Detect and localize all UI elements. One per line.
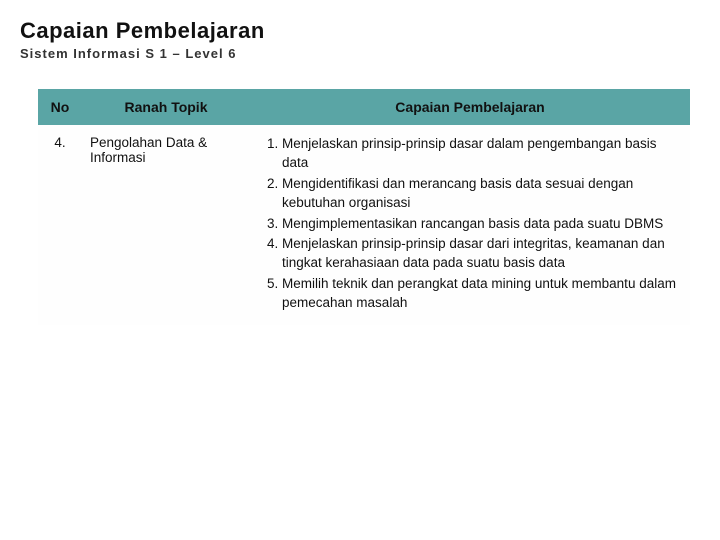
cell-no: 4. (38, 125, 82, 325)
page-subtitle: Sistem Informasi S 1 – Level 6 (20, 46, 700, 61)
learning-outcome-table: No Ranah Topik Capaian Pembelajaran 4. P… (38, 89, 690, 325)
capaian-item: Menjelaskan prinsip-prinsip dasar dalam … (282, 135, 682, 173)
col-header-capaian: Capaian Pembelajaran (250, 89, 690, 125)
table-header-row: No Ranah Topik Capaian Pembelajaran (38, 89, 690, 125)
col-header-no: No (38, 89, 82, 125)
page: Capaian Pembelajaran Sistem Informasi S … (0, 0, 720, 540)
page-title: Capaian Pembelajaran (20, 18, 700, 44)
capaian-item: Mengimplementasikan rancangan basis data… (282, 215, 682, 234)
cell-capaian: Menjelaskan prinsip-prinsip dasar dalam … (250, 125, 690, 325)
capaian-list: Menjelaskan prinsip-prinsip dasar dalam … (258, 135, 682, 313)
capaian-item: Memilih teknik dan perangkat data mining… (282, 275, 682, 313)
table-row: 4. Pengolahan Data & Informasi Menjelask… (38, 125, 690, 325)
learning-outcome-table-wrap: No Ranah Topik Capaian Pembelajaran 4. P… (38, 89, 690, 325)
capaian-item: Mengidentifikasi dan merancang basis dat… (282, 175, 682, 213)
cell-ranah-topik: Pengolahan Data & Informasi (82, 125, 250, 325)
col-header-ranah-topik: Ranah Topik (82, 89, 250, 125)
capaian-item: Menjelaskan prinsip-prinsip dasar dari i… (282, 235, 682, 273)
